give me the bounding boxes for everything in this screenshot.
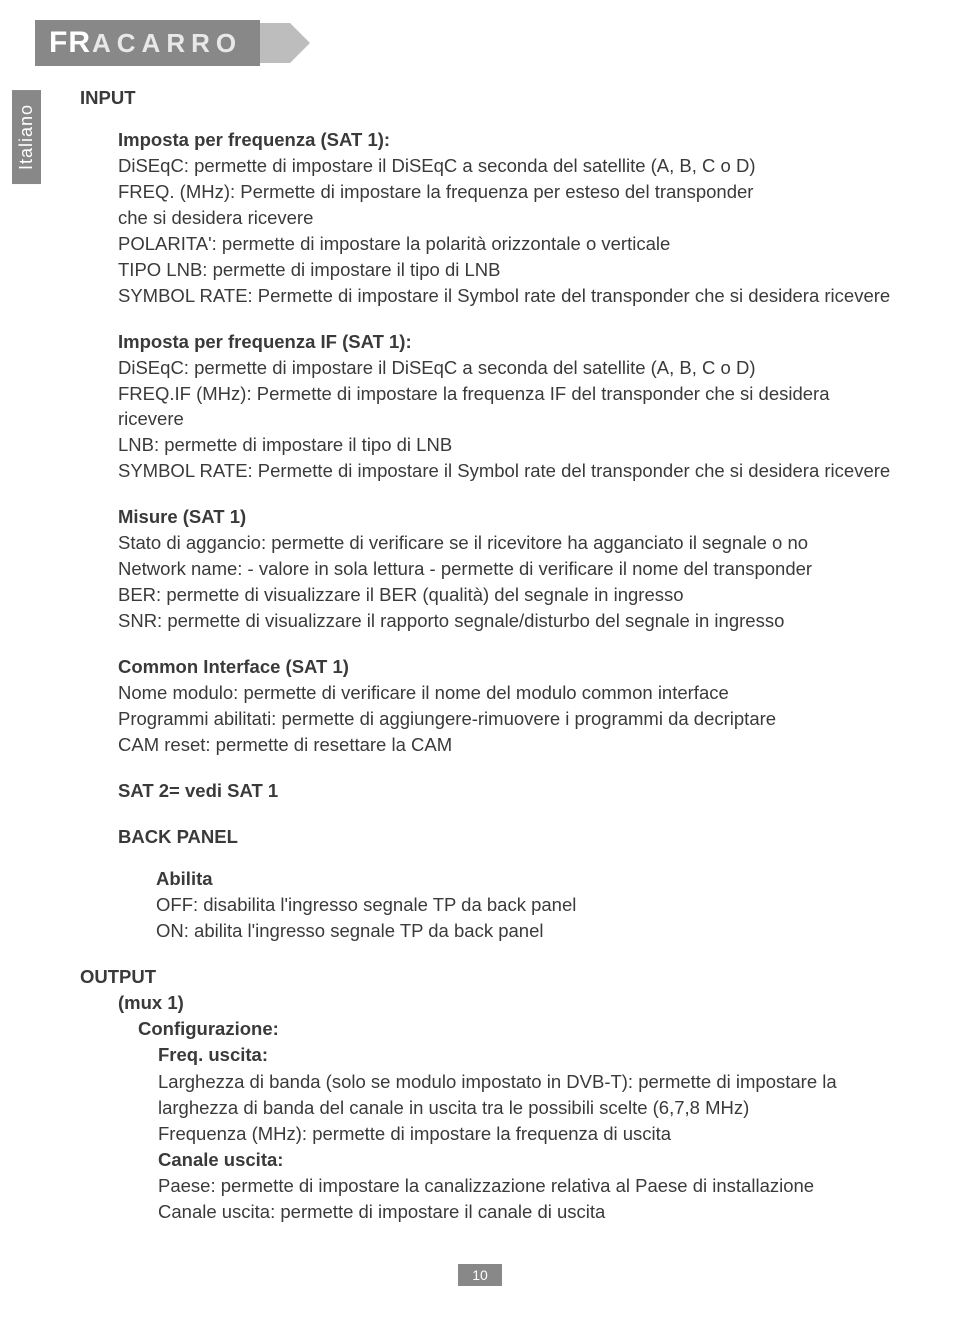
text-line: Nome modulo: permette di verificare il n… xyxy=(118,681,900,705)
logo-prefix: FR xyxy=(49,26,91,60)
page-content: INPUT Imposta per frequenza (SAT 1): DiS… xyxy=(80,86,900,1224)
text-line: POLARITA': permette di impostare la pola… xyxy=(118,232,900,256)
mux1-block: (mux 1) Configurazione: Freq. uscita: La… xyxy=(118,991,900,1223)
logo-tail-shape xyxy=(260,23,290,63)
output-heading: OUTPUT xyxy=(80,965,900,989)
config-label: Configurazione: xyxy=(138,1018,279,1039)
page-number: 10 xyxy=(458,1264,502,1286)
mux1-label: (mux 1) xyxy=(118,992,184,1013)
abilita-block: Abilita OFF: disabilita l'ingresso segna… xyxy=(156,867,900,943)
sat1-if-title: Imposta per frequenza IF (SAT 1): xyxy=(118,330,900,354)
text-line: DiSEqC: permette di impostare il DiSEqC … xyxy=(118,154,900,178)
text-line: Network name: - valore in sola lettura -… xyxy=(118,557,900,581)
freq-uscita-block: Freq. uscita: Larghezza di banda (solo s… xyxy=(158,1043,900,1223)
ci-title: Common Interface (SAT 1) xyxy=(118,655,900,679)
text-line: ON: abilita l'ingresso segnale TP da bac… xyxy=(156,919,900,943)
input-heading: INPUT xyxy=(80,86,900,110)
sat1-freq-block: Imposta per frequenza (SAT 1): DiSEqC: p… xyxy=(118,128,900,943)
sat1-freq-title: Imposta per frequenza (SAT 1): xyxy=(118,128,900,152)
page-footer: 10 xyxy=(60,1264,900,1286)
text-line: Canale uscita: permette di impostare il … xyxy=(158,1200,900,1224)
language-tab: Italiano xyxy=(12,90,41,184)
text-line: TIPO LNB: permette di impostare il tipo … xyxy=(118,258,900,282)
text-line: FREQ.IF (MHz): Permette di impostare la … xyxy=(118,382,900,430)
text-line: SYMBOL RATE: Permette di impostare il Sy… xyxy=(118,284,900,308)
text-line: Stato di aggancio: permette di verificar… xyxy=(118,531,900,555)
text-line: larghezza di banda del canale in uscita … xyxy=(158,1096,900,1120)
sat2-title: SAT 2= vedi SAT 1 xyxy=(118,779,900,803)
logo-rest: ACARRO xyxy=(92,28,242,59)
text-line: OFF: disabilita l'ingresso segnale TP da… xyxy=(156,893,900,917)
config-block: Configurazione: Freq. uscita: Larghezza … xyxy=(138,1017,900,1223)
text-line: DiSEqC: permette di impostare il DiSEqC … xyxy=(118,356,900,380)
freq-uscita-label: Freq. uscita: xyxy=(158,1044,268,1065)
abilita-title: Abilita xyxy=(156,867,900,891)
text-line: LNB: permette di impostare il tipo di LN… xyxy=(118,433,900,457)
text-line: Larghezza di banda (solo se modulo impos… xyxy=(158,1070,900,1094)
text-line: BER: permette di visualizzare il BER (qu… xyxy=(118,583,900,607)
text-line: CAM reset: permette di resettare la CAM xyxy=(118,733,900,757)
text-line: Paese: permette di impostare la canalizz… xyxy=(158,1174,900,1198)
logo-bar: FRACARRO xyxy=(35,20,900,66)
document-page: FRACARRO Italiano INPUT Imposta per freq… xyxy=(0,0,960,1326)
brand-logo: FRACARRO xyxy=(35,20,260,66)
text-line: che si desidera ricevere xyxy=(118,206,900,230)
text-line: Programmi abilitati: permette di aggiung… xyxy=(118,707,900,731)
text-line: SNR: permette di visualizzare il rapport… xyxy=(118,609,900,633)
backpanel-title: BACK PANEL xyxy=(118,825,900,849)
canale-uscita-label: Canale uscita: xyxy=(158,1149,283,1170)
text-line: Frequenza (MHz): permette di impostare l… xyxy=(158,1122,900,1146)
text-line: FREQ. (MHz): Permette di impostare la fr… xyxy=(118,180,900,204)
misure-title: Misure (SAT 1) xyxy=(118,505,900,529)
text-line: SYMBOL RATE: Permette di impostare il Sy… xyxy=(118,459,900,483)
